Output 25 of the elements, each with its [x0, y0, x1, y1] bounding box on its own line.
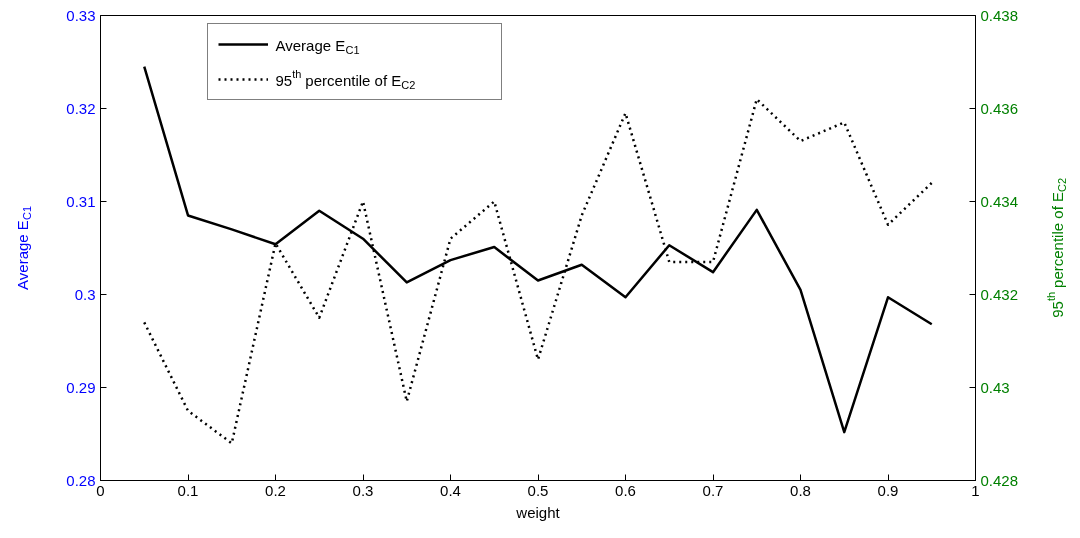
y-tick-label: 0.32 [66, 99, 96, 117]
x-tick-label: 0.5 [527, 481, 549, 499]
y-tick-label: 0.29 [66, 378, 96, 396]
y-tick-label: 0.3 [74, 285, 96, 303]
x-tick-label: 0.6 [615, 481, 636, 499]
y2-tick-label: 0.438 [980, 6, 1019, 24]
y-axis-title: Average EC1 [14, 205, 33, 290]
x-tick-label: 0.2 [265, 481, 286, 499]
y2-tick-label: 0.436 [980, 99, 1019, 117]
x-axis-title: weight [515, 503, 561, 521]
y-tick-label: 0.33 [66, 6, 96, 24]
x-tick-label: 0.9 [877, 481, 899, 499]
y2-tick-label: 0.434 [980, 192, 1019, 210]
x-tick-label: 0.3 [352, 481, 374, 499]
x-tick-label: 0 [96, 481, 105, 499]
x-tick-label: 0.7 [702, 481, 724, 499]
y2-tick-label: 0.432 [980, 285, 1019, 303]
y-tick-label: 0.31 [66, 192, 96, 210]
x-tick-label: 1 [971, 481, 980, 499]
x-tick-label: 0.1 [177, 481, 199, 499]
y-tick-label: 0.28 [66, 471, 96, 489]
x-tick-label: 0.8 [790, 481, 811, 499]
x-tick-label: 0.4 [440, 481, 461, 499]
y2-tick-label: 0.43 [980, 378, 1010, 396]
y2-tick-label: 0.428 [980, 471, 1019, 489]
